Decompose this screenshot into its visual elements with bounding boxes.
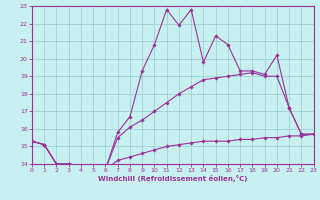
X-axis label: Windchill (Refroidissement éolien,°C): Windchill (Refroidissement éolien,°C) (98, 175, 247, 182)
